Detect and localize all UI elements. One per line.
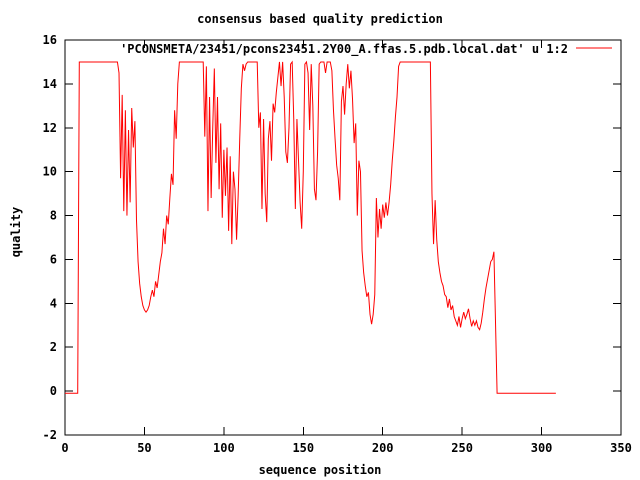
x-tick-label: 100 [213, 441, 235, 455]
y-tick-label: 2 [50, 340, 57, 354]
x-tick-label: 350 [610, 441, 632, 455]
x-tick-label: 300 [531, 441, 553, 455]
series-line [65, 60, 556, 394]
legend-entry-label: 'PCONSMETA/23451/pcons23451.2Y00_A.ffas.… [120, 42, 568, 56]
plot-border [64, 39, 622, 436]
x-tick-label: 250 [451, 441, 473, 455]
x-tick-label: 0 [61, 441, 68, 455]
y-tick-label: 0 [50, 384, 57, 398]
y-tick-label: 6 [50, 252, 57, 266]
y-tick-label: 14 [43, 77, 57, 91]
y-tick-label: 16 [43, 33, 57, 47]
y-axis-label: quality [9, 206, 23, 258]
y-tick-label: 4 [50, 296, 57, 310]
chart-title: consensus based quality prediction [197, 12, 443, 26]
x-axis-label: sequence position [258, 463, 382, 477]
x-tick-label: 150 [292, 441, 314, 455]
y-tick-label: 8 [50, 209, 57, 223]
y-tick-label: 10 [43, 165, 57, 179]
x-tick-label: 50 [137, 441, 151, 455]
y-tick-label: 12 [43, 121, 57, 135]
y-tick-label: -2 [43, 428, 57, 442]
x-tick-label: 200 [372, 441, 394, 455]
